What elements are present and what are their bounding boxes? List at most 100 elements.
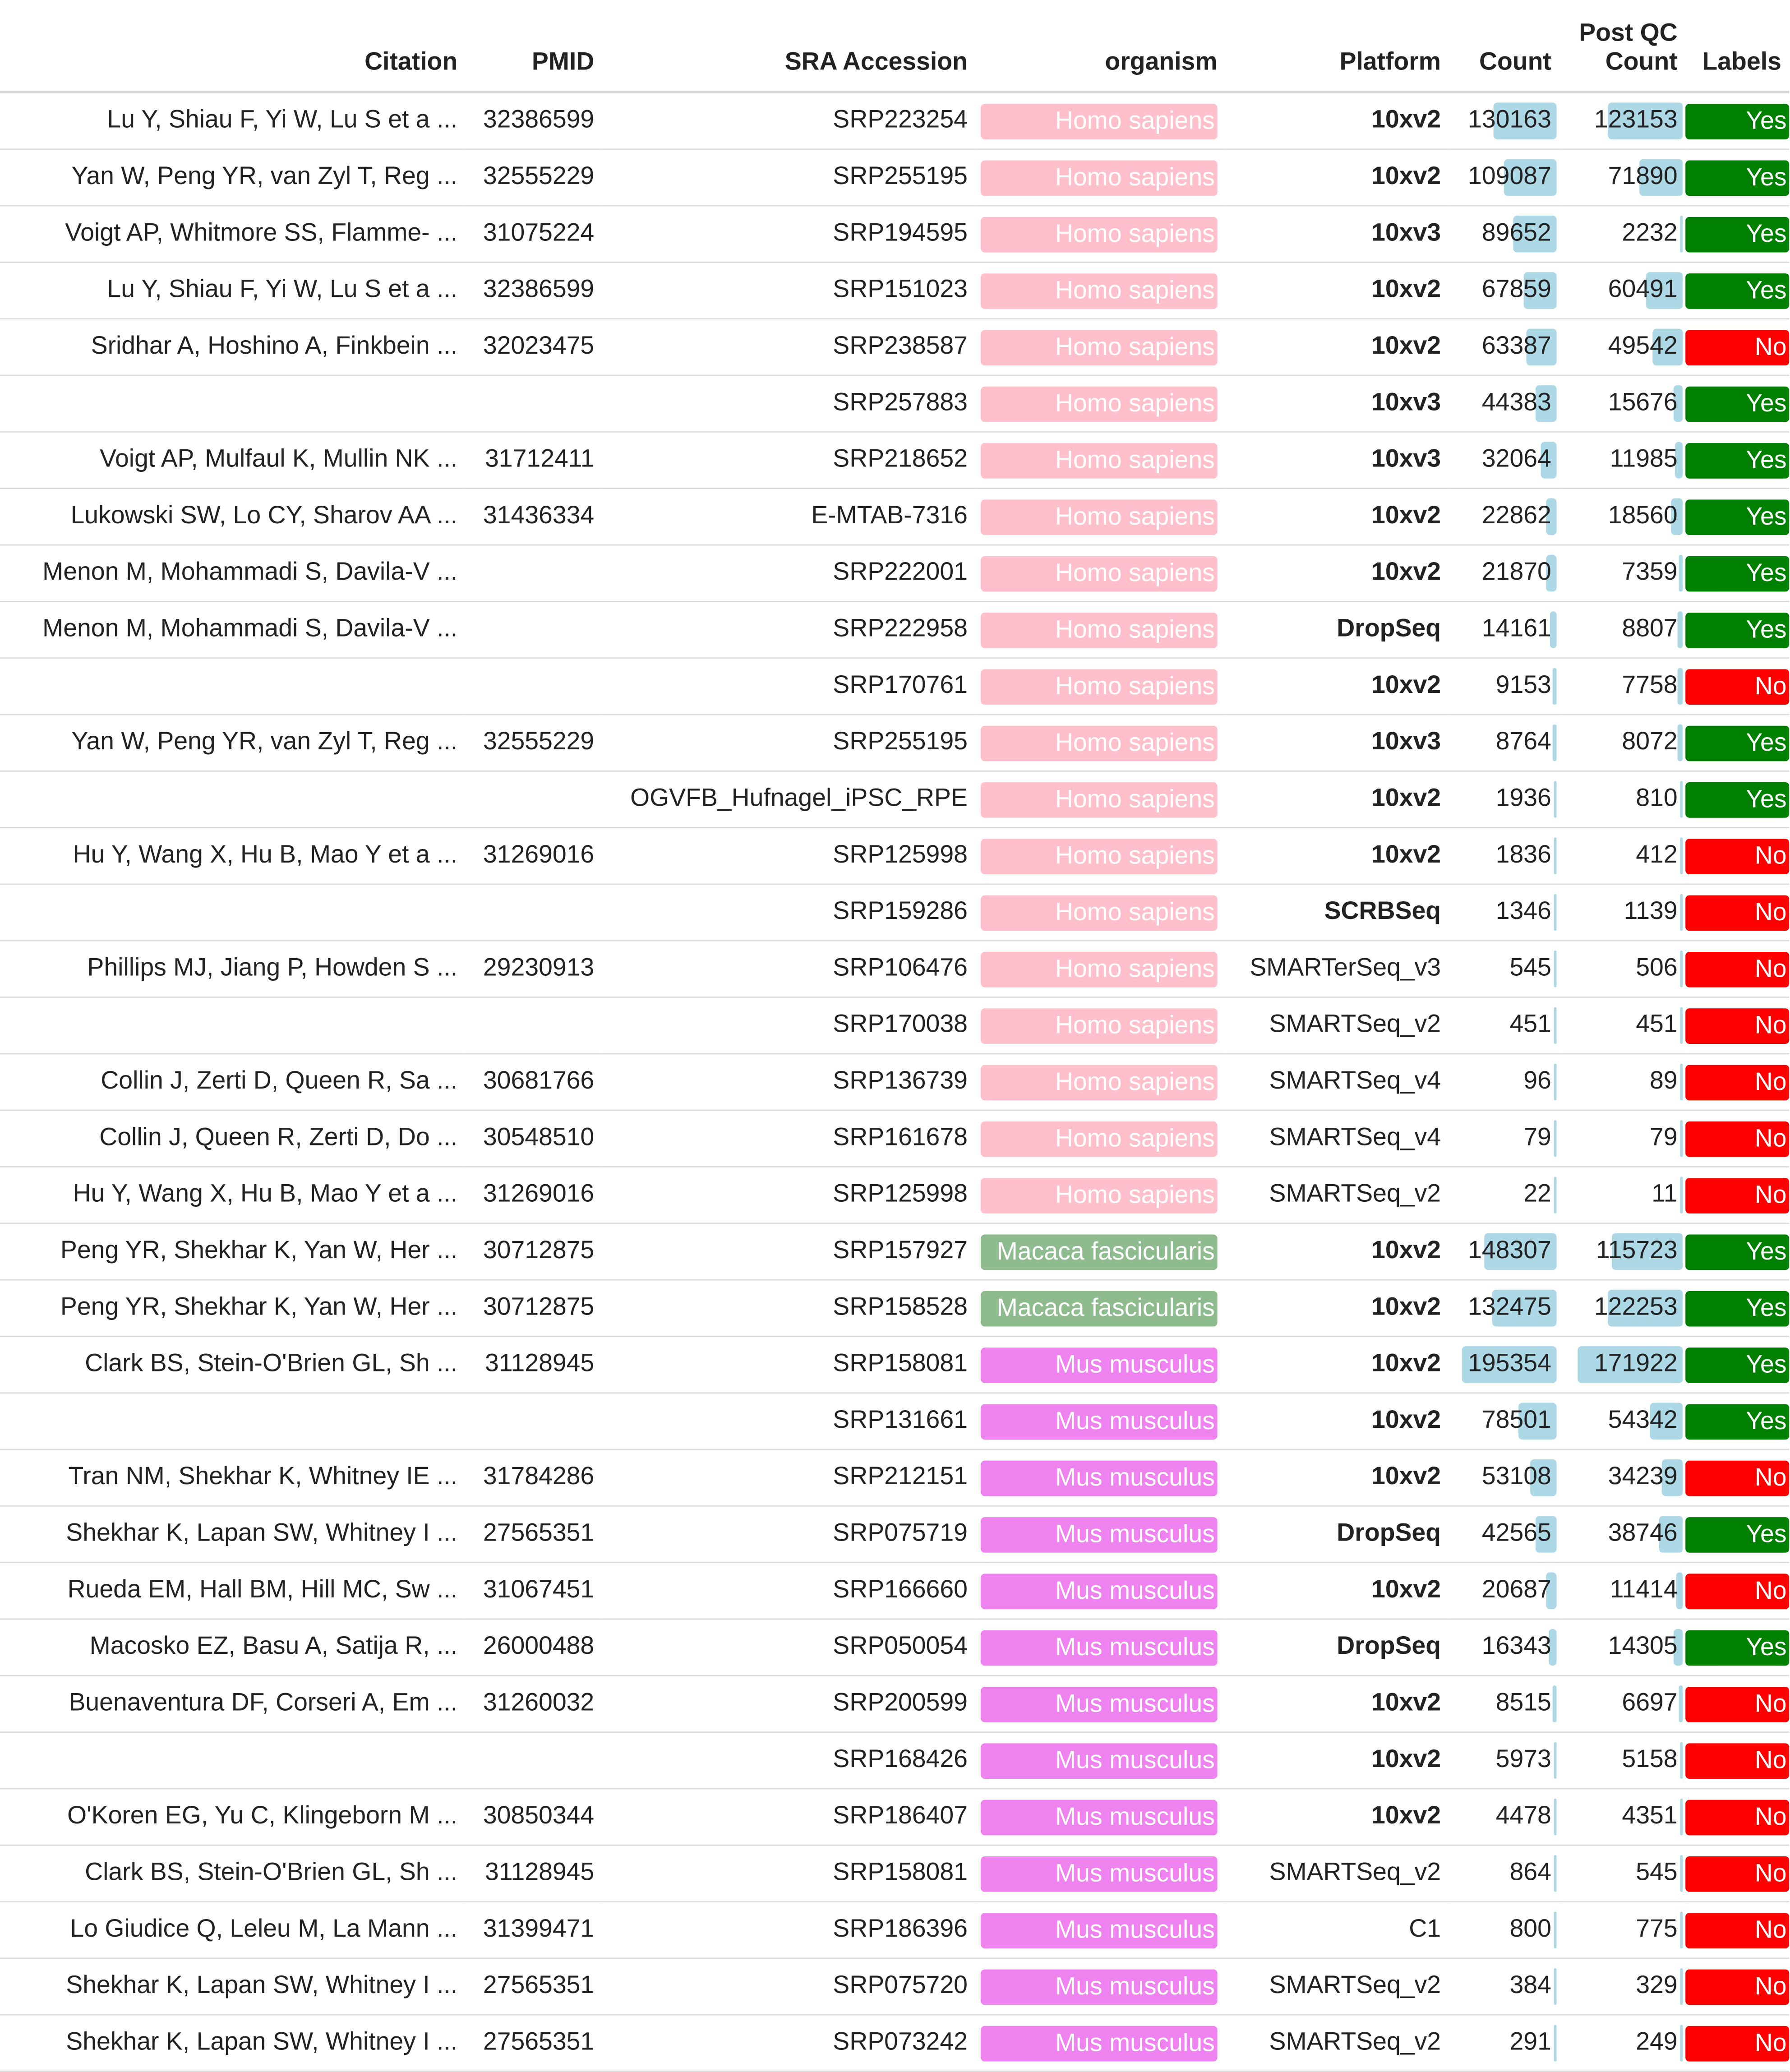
organism-cell: Mus musculus xyxy=(975,2015,1226,2072)
citation-cell: Peng YR, Shekhar K, Yan W, Her ... xyxy=(0,1223,466,1281)
labels-cell: Yes xyxy=(1685,1393,1790,1450)
table-row[interactable]: Shekhar K, Lapan SW, Whitney I ... 275653… xyxy=(0,2015,1790,2072)
table-row[interactable]: Peng YR, Shekhar K, Yan W, Her ... 307128… xyxy=(0,1223,1790,1281)
platform-cell: DropSeq xyxy=(1225,1506,1449,1564)
citation-cell: Clark BS, Stein-O'Brien GL, Sh ... xyxy=(0,1336,466,1394)
pmid-cell: 31436334 xyxy=(465,488,602,546)
organism-badge: Homo sapiens xyxy=(981,216,1218,252)
organism-cell: Mus musculus xyxy=(975,1619,1226,1676)
post-qc-count-cell-value: 71890 xyxy=(1608,163,1678,191)
citation-cell: Menon M, Mohammadi S, Davila-V ... xyxy=(0,545,466,602)
table-row[interactable]: SRP257883 Homo sapiens 10xv3 44383 15676 Yes xyxy=(0,375,1790,433)
table-row[interactable]: Lu Y, Shiau F, Yi W, Lu S et a ... 323865… xyxy=(0,92,1790,150)
table-row[interactable]: Collin J, Queen R, Zerti D, Do ... 305485… xyxy=(0,1110,1790,1168)
sra-accession-cell: SRP200599 xyxy=(602,1675,976,1733)
organism-cell: Mus musculus xyxy=(975,1901,1226,1959)
header-count[interactable]: Count xyxy=(1449,0,1559,93)
sra-accession-cell: SRP158528 xyxy=(602,1280,976,1337)
count-cell-bar xyxy=(1526,328,1557,366)
table-row[interactable]: Lukowski SW, Lo CY, Sharov AA ... 3143633… xyxy=(0,488,1790,546)
table-row[interactable]: Menon M, Mohammadi S, Davila-V ... SRP222… xyxy=(0,601,1790,659)
post-qc-count-cell-value: 11414 xyxy=(1610,1576,1678,1604)
table-row[interactable]: Shekhar K, Lapan SW, Whitney I ... 275653… xyxy=(0,1506,1790,1564)
count-cell: 384 xyxy=(1449,1958,1559,2016)
table-row[interactable]: Yan W, Peng YR, van Zyl T, Reg ... 325552… xyxy=(0,149,1790,207)
table-row[interactable]: Menon M, Mohammadi S, Davila-V ... SRP222… xyxy=(0,545,1790,602)
labels-badge: Yes xyxy=(1685,555,1790,591)
platform-cell: 10xv2 xyxy=(1225,149,1449,207)
citation-cell: Menon M, Mohammadi S, Davila-V ... xyxy=(0,601,466,659)
header-sra-accession[interactable]: SRA Accession xyxy=(602,0,976,93)
organism-badge: Mus musculus xyxy=(981,1686,1218,1722)
platform-cell: SMARTSeq_v2 xyxy=(1225,1958,1449,2016)
table-row[interactable]: O'Koren EG, Yu C, Klingeborn M ... 308503… xyxy=(0,1788,1790,1846)
table-row[interactable]: Voigt AP, Whitmore SS, Flamme- ... 310752… xyxy=(0,206,1790,263)
organism-cell: Homo sapiens xyxy=(975,375,1226,433)
table-row[interactable]: Tran NM, Shekhar K, Whitney IE ... 317842… xyxy=(0,1449,1790,1507)
table-row[interactable]: Clark BS, Stein-O'Brien GL, Sh ... 311289… xyxy=(0,1845,1790,1902)
organism-badge: Homo sapiens xyxy=(981,1177,1218,1213)
table-row[interactable]: Shekhar K, Lapan SW, Whitney I ... 275653… xyxy=(0,1958,1790,2016)
header-platform[interactable]: Platform xyxy=(1225,0,1449,93)
platform-cell: 10xv3 xyxy=(1225,375,1449,433)
post-qc-count-cell-value: 38746 xyxy=(1608,1519,1678,1548)
platform-cell: 10xv2 xyxy=(1225,1393,1449,1450)
platform-cell: 10xv2 xyxy=(1225,658,1449,715)
organism-badge: Homo sapiens xyxy=(981,272,1218,309)
table-row[interactable]: Voigt AP, Mulfaul K, Mullin NK ... 317124… xyxy=(0,432,1790,489)
pmid-cell: 29230913 xyxy=(465,941,602,998)
count-cell: 67859 xyxy=(1449,262,1559,320)
citation-cell: Lu Y, Shiau F, Yi W, Lu S et a ... xyxy=(0,262,466,320)
organism-badge: Homo sapiens xyxy=(981,329,1218,365)
table-row[interactable]: SRP170761 Homo sapiens 10xv2 9153 7758 No xyxy=(0,658,1790,715)
organism-badge: Mus musculus xyxy=(981,1573,1218,1609)
count-cell: 1936 xyxy=(1449,771,1559,829)
table-row[interactable]: Clark BS, Stein-O'Brien GL, Sh ... 311289… xyxy=(0,1336,1790,1394)
organism-badge: Homo sapiens xyxy=(981,781,1218,817)
table-row[interactable]: Hu Y, Wang X, Hu B, Mao Y et a ... 312690… xyxy=(0,827,1790,885)
count-cell-bar xyxy=(1554,1063,1557,1101)
table-row[interactable]: Lu Y, Shiau F, Yi W, Lu S et a ... 323865… xyxy=(0,262,1790,320)
labels-cell: No xyxy=(1685,1053,1790,1111)
table-row[interactable]: Yan W, Peng YR, van Zyl T, Reg ... 325552… xyxy=(0,714,1790,772)
header-citation[interactable]: Citation xyxy=(0,0,466,93)
table-row[interactable]: SRP170038 Homo sapiens SMARTSeq_v2 451 451 No xyxy=(0,997,1790,1055)
header-labels[interactable]: Labels xyxy=(1685,0,1790,93)
table-row[interactable]: SRP131661 Mus musculus 10xv2 78501 54342 Yes xyxy=(0,1393,1790,1450)
organism-cell: Mus musculus xyxy=(975,1788,1226,1846)
table-row[interactable]: Macosko EZ, Basu A, Satija R, ... 2600048… xyxy=(0,1619,1790,1676)
count-cell-value: 132475 xyxy=(1468,1293,1551,1321)
table-row[interactable]: Lo Giudice Q, Leleu M, La Mann ... 313994… xyxy=(0,1901,1790,1959)
count-cell-value: 384 xyxy=(1509,1972,1551,2000)
post-qc-count-cell-value: 775 xyxy=(1636,1915,1678,1943)
table-header: Citation PMID SRA Accession organism Pla… xyxy=(0,0,1790,93)
post-qc-count-cell-value: 34239 xyxy=(1608,1463,1678,1491)
count-cell-bar xyxy=(1531,1459,1557,1496)
header-organism[interactable]: organism xyxy=(975,0,1226,93)
count-cell-bar xyxy=(1552,724,1557,761)
header-post-qc-count[interactable]: Post QC Count xyxy=(1559,0,1686,93)
post-qc-count-cell: 249 xyxy=(1559,2015,1686,2072)
labels-badge: No xyxy=(1685,1912,1790,1948)
table-row[interactable]: Sridhar A, Hoshino A, Finkbein ... 320234… xyxy=(0,318,1790,376)
post-qc-count-cell-value: 1139 xyxy=(1624,898,1678,926)
table-row[interactable]: Phillips MJ, Jiang P, Howden S ... 292309… xyxy=(0,941,1790,998)
table-row[interactable]: OGVFB_Hufnagel_iPSC_RPE Homo sapiens 10xv2… xyxy=(0,771,1790,829)
header-pmid[interactable]: PMID xyxy=(465,0,602,93)
count-cell: 130163 xyxy=(1449,92,1559,150)
post-qc-count-cell-bar xyxy=(1652,328,1683,366)
table-row[interactable]: Collin J, Zerti D, Queen R, Sa ... 306817… xyxy=(0,1053,1790,1111)
count-cell-value: 63387 xyxy=(1481,332,1551,360)
labels-badge: No xyxy=(1685,1573,1790,1609)
count-cell-bar xyxy=(1554,1742,1557,1779)
count-cell: 42565 xyxy=(1449,1506,1559,1564)
table-row[interactable]: SRP168426 Mus musculus 10xv2 5973 5158 No xyxy=(0,1732,1790,1790)
sra-accession-cell: SRP073242 xyxy=(602,2015,976,2072)
table-row[interactable]: Buenaventura DF, Corseri A, Em ... 312600… xyxy=(0,1675,1790,1733)
table-row[interactable]: Hu Y, Wang X, Hu B, Mao Y et a ... 312690… xyxy=(0,1167,1790,1224)
post-qc-count-cell-value: 115723 xyxy=(1596,1237,1678,1265)
count-cell-value: 16343 xyxy=(1481,1633,1551,1661)
table-row[interactable]: Peng YR, Shekhar K, Yan W, Her ... 307128… xyxy=(0,1280,1790,1337)
table-row[interactable]: Rueda EM, Hall BM, Hill MC, Sw ... 310674… xyxy=(0,1562,1790,1620)
table-row[interactable]: SRP159286 Homo sapiens SCRBSeq 1346 1139 No xyxy=(0,884,1790,941)
